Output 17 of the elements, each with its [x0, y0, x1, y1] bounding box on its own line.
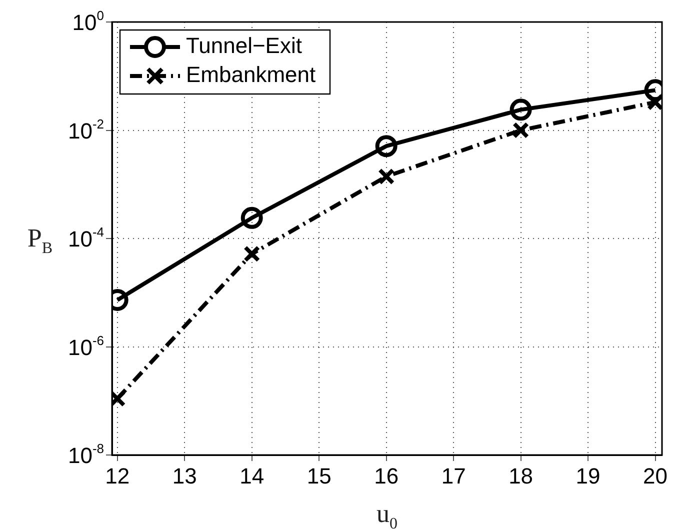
x-tick-label: 16 — [374, 463, 399, 488]
x-tick-label: 15 — [306, 463, 332, 488]
x-tick-label: 20 — [643, 463, 668, 488]
x-tick-label: 18 — [508, 463, 534, 488]
point — [240, 206, 263, 229]
point — [375, 135, 398, 158]
x-tick-label: 17 — [441, 463, 466, 488]
legend-label: Embankment — [186, 62, 316, 88]
point — [378, 168, 395, 185]
x-tick-label: 19 — [576, 463, 600, 488]
x-tick-label: 12 — [105, 463, 130, 488]
point — [243, 246, 260, 262]
x-tick-label: 14 — [240, 463, 264, 488]
point — [512, 122, 530, 139]
legend-label: Tunnel−Exit — [186, 33, 302, 58]
x-tick-label: 13 — [172, 463, 197, 488]
point — [510, 98, 532, 121]
